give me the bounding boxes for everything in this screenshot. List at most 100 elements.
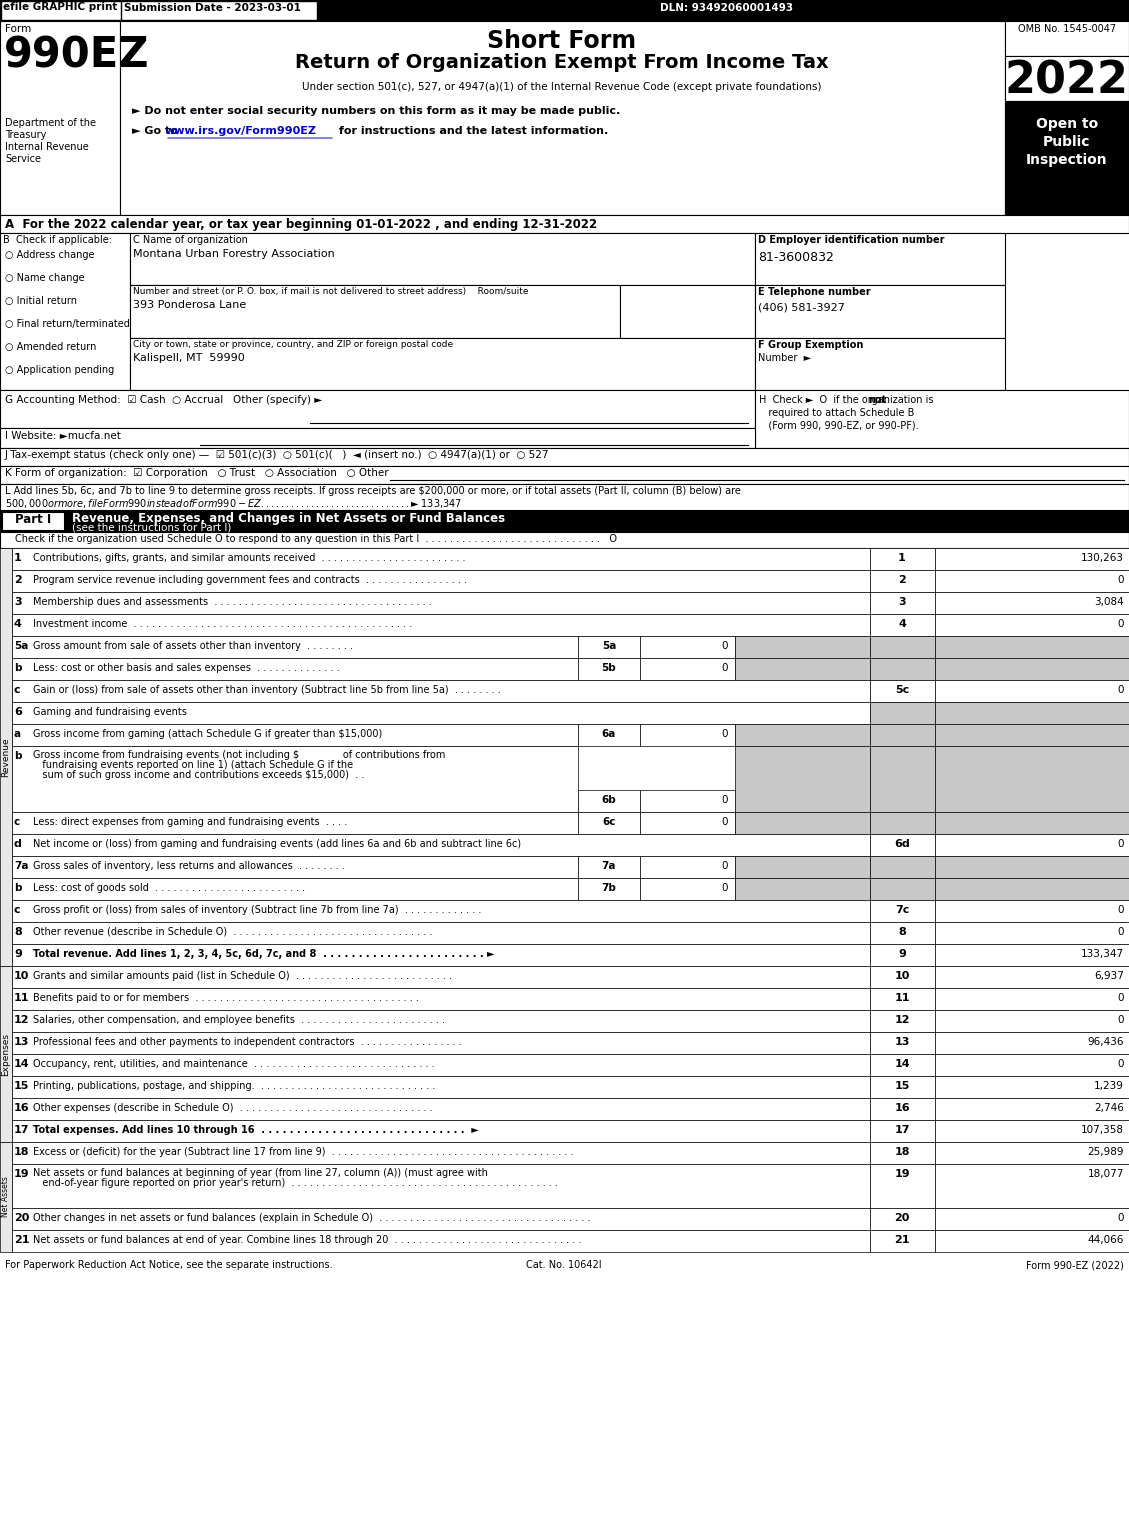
Text: c: c: [14, 817, 20, 827]
Bar: [870, 570, 935, 592]
Text: Membership dues and assessments  . . . . . . . . . . . . . . . . . . . . . . . .: Membership dues and assessments . . . . …: [33, 596, 431, 607]
Text: Other revenue (describe in Schedule O)  . . . . . . . . . . . . . . . . . . . . : Other revenue (describe in Schedule O) .…: [33, 927, 432, 936]
Text: 0: 0: [1118, 575, 1124, 586]
Text: 130,263: 130,263: [1080, 554, 1124, 563]
Bar: [735, 746, 870, 811]
Bar: [935, 636, 1129, 657]
Text: 18,077: 18,077: [1087, 1170, 1124, 1179]
Text: 1,239: 1,239: [1094, 1081, 1124, 1090]
Text: 0: 0: [1118, 1016, 1124, 1025]
Text: Part I: Part I: [15, 512, 51, 526]
Bar: [1005, 21, 1129, 56]
Bar: [870, 1077, 935, 1098]
Bar: [935, 1032, 1129, 1054]
Text: end-of-year figure reported on prior year's return)  . . . . . . . . . . . . . .: end-of-year figure reported on prior yea…: [33, 1177, 558, 1188]
Bar: [12, 1164, 870, 1208]
Text: Net Assets: Net Assets: [1, 1177, 10, 1217]
Text: 19: 19: [14, 1170, 29, 1179]
Text: ○ Final return/terminated: ○ Final return/terminated: [5, 319, 130, 329]
Bar: [130, 285, 620, 339]
Text: 15: 15: [14, 1081, 29, 1090]
Text: 3: 3: [14, 596, 21, 607]
Bar: [870, 724, 935, 746]
Bar: [870, 1054, 935, 1077]
Bar: [935, 965, 1129, 988]
Text: Salaries, other compensation, and employee benefits  . . . . . . . . . . . . . .: Salaries, other compensation, and employ…: [33, 1016, 445, 1025]
Text: Revenue, Expenses, and Changes in Net Assets or Fund Balances: Revenue, Expenses, and Changes in Net As…: [72, 512, 505, 525]
Bar: [870, 811, 935, 834]
Bar: [578, 724, 640, 746]
Text: J Tax-exempt status (check only one) —  ☑ 501(c)(3)  ○ 501(c)(   )  ◄ (insert no: J Tax-exempt status (check only one) — ☑…: [5, 450, 550, 461]
Bar: [12, 944, 870, 965]
Bar: [12, 615, 870, 636]
Text: Gross sales of inventory, less returns and allowances  . . . . . . . .: Gross sales of inventory, less returns a…: [33, 862, 344, 871]
Bar: [870, 657, 935, 680]
Bar: [935, 680, 1129, 702]
Bar: [935, 1119, 1129, 1142]
Text: 5c: 5c: [895, 685, 909, 695]
Text: 13: 13: [894, 1037, 910, 1048]
Bar: [12, 746, 578, 811]
Text: Benefits paid to or for members  . . . . . . . . . . . . . . . . . . . . . . . .: Benefits paid to or for members . . . . …: [33, 993, 419, 1003]
Bar: [1005, 56, 1129, 101]
Bar: [935, 1164, 1129, 1208]
Text: required to attach Schedule B: required to attach Schedule B: [759, 409, 914, 418]
Text: fundraising events reported on line 1) (attach Schedule G if the: fundraising events reported on line 1) (…: [33, 759, 353, 770]
Text: c: c: [14, 685, 20, 695]
Bar: [640, 878, 735, 900]
Text: E Telephone number: E Telephone number: [758, 287, 870, 297]
Text: Inspection: Inspection: [1026, 152, 1108, 168]
Text: 6d: 6d: [894, 839, 910, 849]
Text: (see the instructions for Part I): (see the instructions for Part I): [72, 523, 231, 534]
Bar: [870, 988, 935, 1010]
Bar: [735, 878, 870, 900]
Text: 20: 20: [14, 1212, 29, 1223]
Text: 0: 0: [1118, 619, 1124, 628]
Bar: [130, 233, 755, 285]
Text: sum of such gross income and contributions exceeds $15,000)  . .: sum of such gross income and contributio…: [33, 770, 365, 779]
Bar: [0, 532, 1129, 547]
Text: Internal Revenue: Internal Revenue: [5, 142, 89, 152]
Bar: [0, 965, 12, 1142]
Text: 21: 21: [894, 1235, 910, 1244]
Text: Montana Urban Forestry Association: Montana Urban Forestry Association: [133, 249, 335, 259]
Text: b: b: [14, 883, 21, 894]
Bar: [640, 856, 735, 878]
Bar: [935, 746, 1129, 811]
Bar: [12, 856, 578, 878]
Text: 17: 17: [894, 1125, 910, 1135]
Text: 5b: 5b: [602, 663, 616, 673]
Bar: [935, 1098, 1129, 1119]
Bar: [12, 900, 870, 923]
Text: 0: 0: [1118, 904, 1124, 915]
Bar: [620, 285, 755, 339]
Bar: [935, 878, 1129, 900]
Text: not: not: [868, 395, 886, 406]
Text: A  For the 2022 calendar year, or tax year beginning 01-01-2022 , and ending 12-: A For the 2022 calendar year, or tax yea…: [5, 218, 597, 230]
Bar: [735, 724, 870, 746]
Bar: [735, 636, 870, 657]
Text: City or town, state or province, country, and ZIP or foreign postal code: City or town, state or province, country…: [133, 340, 453, 349]
Text: Expenses: Expenses: [1, 1032, 10, 1075]
Bar: [755, 339, 1005, 390]
Text: Net assets or fund balances at beginning of year (from line 27, column (A)) (mus: Net assets or fund balances at beginning…: [33, 1168, 488, 1177]
Text: 15: 15: [894, 1081, 910, 1090]
Text: Less: cost or other basis and sales expenses  . . . . . . . . . . . . . .: Less: cost or other basis and sales expe…: [33, 663, 340, 673]
Text: Number and street (or P. O. box, if mail is not delivered to street address)    : Number and street (or P. O. box, if mail…: [133, 287, 528, 296]
Text: Form 990-EZ (2022): Form 990-EZ (2022): [1026, 1260, 1124, 1270]
Bar: [640, 657, 735, 680]
Text: L Add lines 5b, 6c, and 7b to line 9 to determine gross receipts. If gross recei: L Add lines 5b, 6c, and 7b to line 9 to …: [5, 486, 741, 496]
Text: Form: Form: [5, 24, 32, 34]
Text: 7c: 7c: [895, 904, 909, 915]
Bar: [870, 547, 935, 570]
Bar: [935, 1208, 1129, 1231]
Bar: [12, 657, 578, 680]
Bar: [935, 923, 1129, 944]
Bar: [12, 988, 870, 1010]
Text: 9: 9: [14, 949, 21, 959]
Bar: [12, 965, 870, 988]
Text: a: a: [14, 729, 21, 740]
Bar: [870, 1164, 935, 1208]
Text: 18: 18: [894, 1147, 910, 1157]
Text: Professional fees and other payments to independent contractors  . . . . . . . .: Professional fees and other payments to …: [33, 1037, 462, 1048]
